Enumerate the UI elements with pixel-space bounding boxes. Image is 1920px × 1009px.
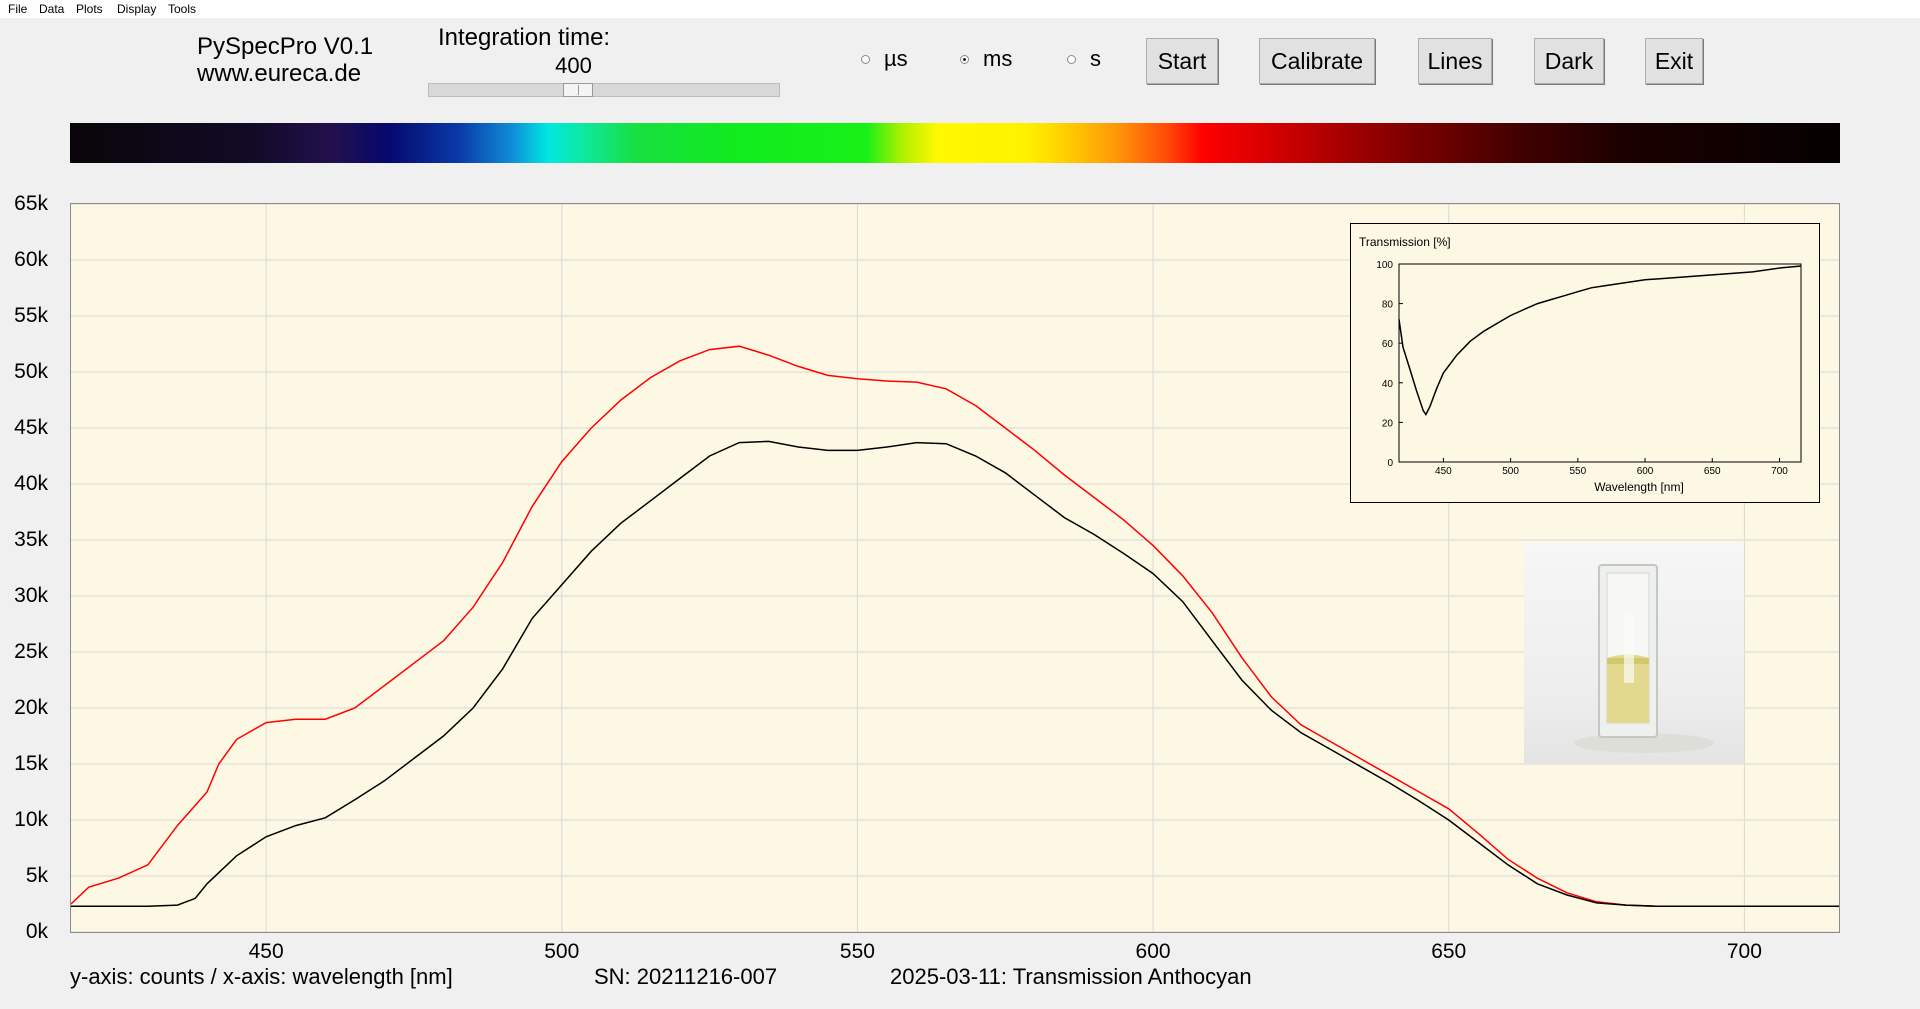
unit-label-ms: ms [983, 46, 1013, 71]
y-tick-label: 20k [14, 696, 48, 719]
exit-button[interactable]: Exit [1645, 38, 1703, 84]
y-tick-label: 5k [25, 864, 48, 887]
menu-data[interactable]: Data [39, 2, 65, 16]
radio-circle-s[interactable] [1067, 54, 1076, 64]
unit-radio-us[interactable]: µs [861, 46, 908, 71]
y-tick-label: 30k [14, 584, 48, 607]
inset-title: Transmission [%] [1359, 235, 1451, 249]
inset-x-tick-label: 700 [1771, 466, 1788, 477]
spectrum-color-bar [70, 123, 1840, 163]
y-tick-label: 55k [14, 304, 48, 327]
measurement-title: 2025-03-11: Transmission Anthocyan [890, 964, 1252, 989]
y-tick-label: 15k [14, 752, 48, 775]
inset-y-tick-label: 20 [1382, 418, 1394, 429]
y-tick-label: 0k [25, 920, 48, 943]
menu-bar: File Data Plots Display Tools [0, 0, 1920, 18]
inset-x-tick-label: 500 [1502, 466, 1519, 477]
inset-x-tick-label: 600 [1637, 466, 1654, 477]
radio-circle-ms[interactable] [960, 54, 969, 64]
x-tick-label: 600 [1135, 940, 1171, 963]
light-spectrum-line [71, 345, 1839, 907]
slider-thumb[interactable] [563, 83, 594, 97]
x-tick-label: 650 [1431, 940, 1467, 963]
serial-number: SN: 20211216-007 [594, 964, 778, 989]
inset-plot-svg: Transmission [%] Wavelength [nm] 0 20 40 60… [1359, 235, 1802, 494]
lines-button[interactable]: Lines [1418, 38, 1492, 84]
x-tick-label: 450 [248, 940, 284, 963]
inset-y-tick-label: 100 [1376, 260, 1393, 271]
integration-time-slider[interactable] [428, 83, 780, 97]
y-tick-label: 60k [14, 248, 48, 271]
x-tick-label: 700 [1726, 940, 1762, 963]
menu-display[interactable]: Display [117, 2, 157, 16]
cuvette-image [1574, 564, 1714, 753]
main-plot-svg [71, 204, 1839, 932]
inset-x-tick-label: 650 [1704, 466, 1721, 477]
y-tick-label: 10k [14, 808, 48, 831]
unit-radio-s[interactable]: s [1067, 46, 1101, 71]
calibrate-button[interactable]: Calibrate [1259, 38, 1375, 84]
y-tick-label: 40k [14, 472, 48, 495]
x-tick-label: 500 [544, 940, 580, 963]
menu-file[interactable]: File [8, 2, 28, 16]
y-tick-label: 65k [14, 192, 48, 215]
dark-button[interactable]: Dark [1534, 38, 1604, 84]
integration-time-label: Integration time: [438, 24, 611, 51]
radio-circle-us[interactable] [861, 54, 870, 64]
app-url: www.eureca.de [197, 60, 362, 87]
transmission-inset-plot: Transmission [%] Wavelength [nm] 0 20 40 60… [1350, 223, 1820, 503]
inset-axes-frame [1398, 263, 1802, 463]
integration-time-value: 400 [555, 53, 592, 78]
app-name: PySpecPro V0.1 [197, 33, 374, 60]
cuvette-photo [1524, 543, 1744, 763]
y-tick-label: 50k [14, 360, 48, 383]
unit-label-us: µs [884, 46, 908, 71]
y-tick-label: 45k [14, 416, 48, 439]
unit-radio-ms[interactable]: ms [960, 46, 1013, 71]
menu-plots[interactable]: Plots [76, 2, 103, 16]
axes-info-text: y-axis: counts / x-axis: wavelength [nm] [70, 964, 453, 989]
inset-y-tick-label: 60 [1382, 339, 1394, 350]
inset-x-tick-label: 450 [1435, 466, 1452, 477]
y-tick-label: 35k [14, 528, 48, 551]
inset-x-tick-label: 550 [1569, 466, 1586, 477]
unit-label-s: s [1090, 46, 1101, 71]
start-button[interactable]: Start [1146, 38, 1218, 84]
menu-tools[interactable]: Tools [168, 2, 197, 16]
inset-y-tick-label: 40 [1382, 379, 1394, 390]
x-tick-label: 550 [839, 940, 875, 963]
inset-y-tick-label: 0 [1387, 458, 1393, 469]
inset-y-tick-label: 80 [1382, 300, 1394, 311]
inset-x-axis-label: Wavelength [nm] [1594, 480, 1684, 494]
sample-spectrum-line [71, 440, 1839, 907]
transmission-line [1398, 265, 1802, 416]
y-tick-label: 25k [14, 640, 48, 663]
